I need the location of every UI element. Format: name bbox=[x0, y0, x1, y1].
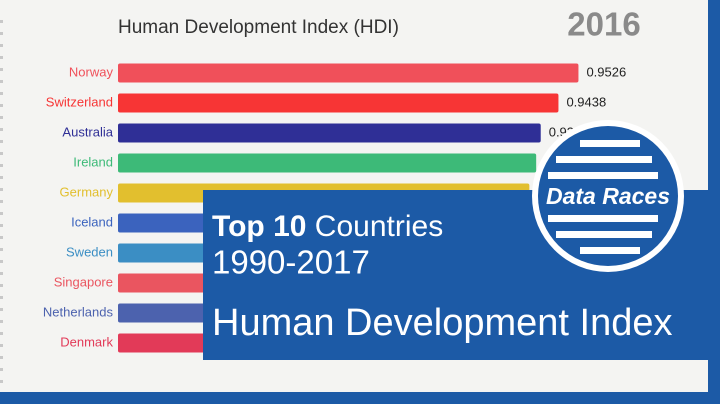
logo-stripe bbox=[580, 140, 640, 147]
category-label: Norway bbox=[69, 64, 114, 79]
bar bbox=[118, 93, 559, 113]
overlay-bold: Top 10 bbox=[212, 210, 306, 243]
logo-stripe bbox=[548, 172, 658, 179]
category-label: Ireland bbox=[73, 154, 113, 169]
logo-stripe bbox=[556, 156, 652, 163]
overlay-line3: Human Development Index bbox=[212, 302, 672, 344]
category-label: Denmark bbox=[60, 334, 113, 349]
bar bbox=[118, 63, 579, 83]
bar bbox=[118, 123, 541, 143]
category-label: Germany bbox=[60, 184, 114, 199]
category-label: Netherlands bbox=[43, 304, 114, 319]
logo-stripe bbox=[580, 247, 640, 254]
logo: Data Races bbox=[532, 120, 684, 272]
category-label: Australia bbox=[62, 124, 113, 139]
category-label: Singapore bbox=[54, 274, 113, 289]
overlay-line2: 1990-2017 bbox=[212, 244, 370, 281]
category-label: Sweden bbox=[66, 244, 113, 259]
value-label: 0.9438 bbox=[566, 94, 606, 109]
logo-stripe bbox=[556, 231, 652, 238]
year: 2016 bbox=[567, 6, 640, 43]
chart-title: Human Development Index (HDI) bbox=[118, 17, 399, 38]
category-label: Switzerland bbox=[46, 94, 113, 109]
category-label: Iceland bbox=[71, 214, 113, 229]
bar bbox=[118, 153, 537, 173]
overlay-line1: Top 10 Countries bbox=[212, 210, 443, 243]
value-label: 0.9526 bbox=[586, 64, 626, 79]
logo-stripe bbox=[548, 215, 658, 222]
logo-text: Data Races bbox=[546, 183, 670, 209]
overlay-rest: Countries bbox=[315, 210, 443, 243]
